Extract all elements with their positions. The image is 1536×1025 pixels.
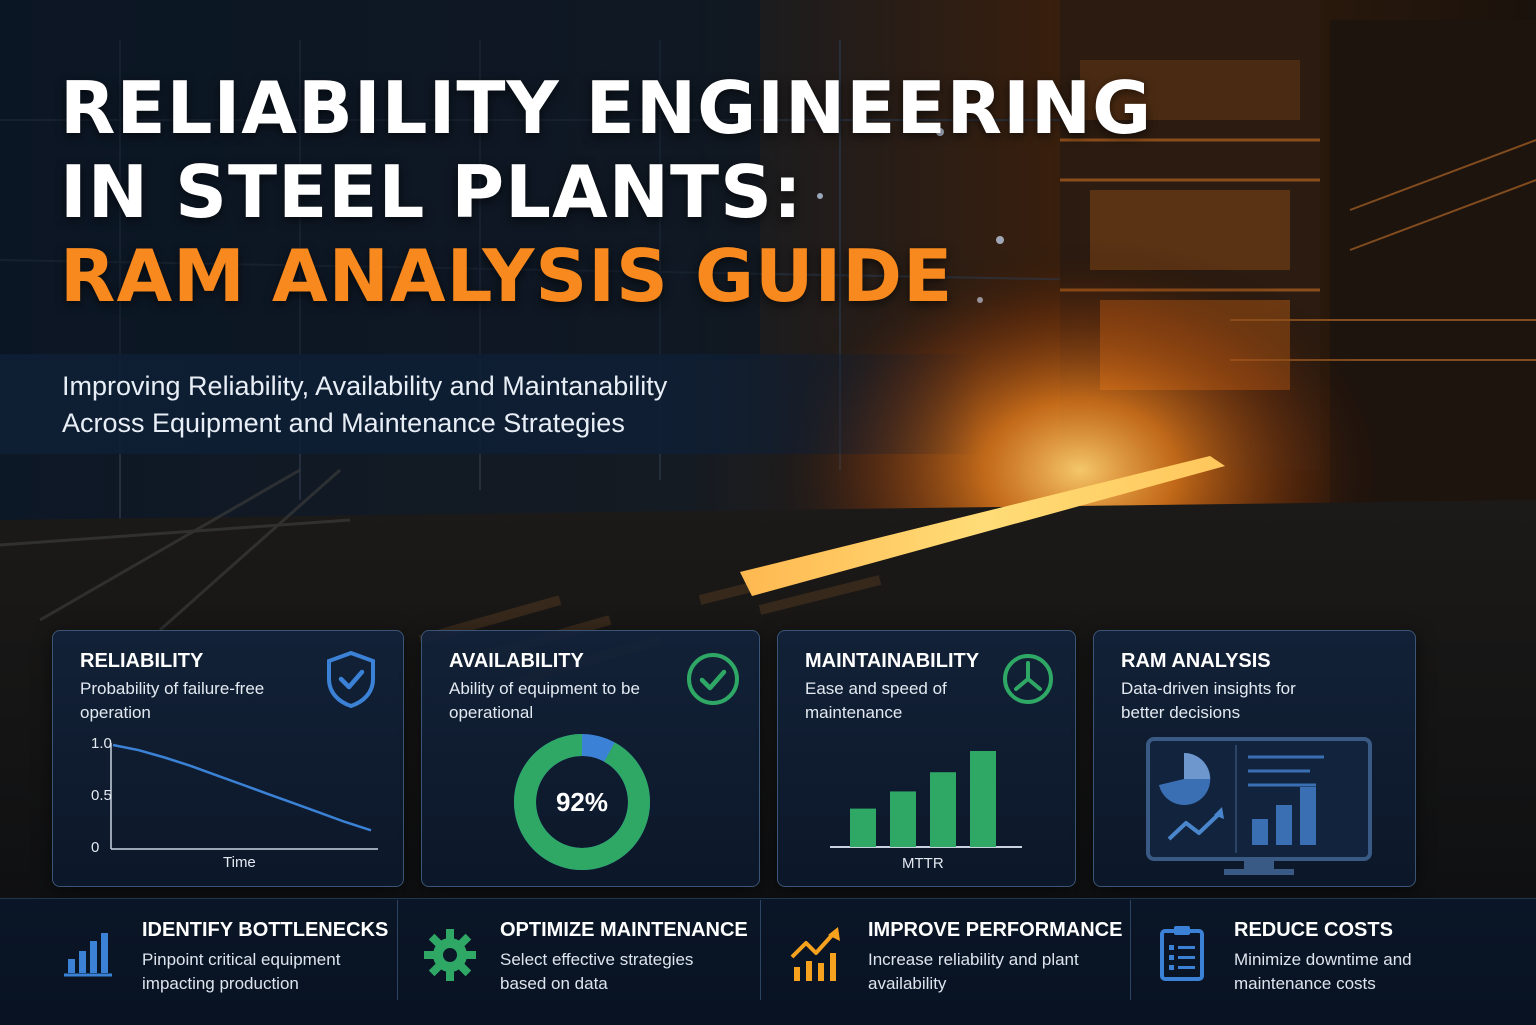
bar-chart-icon xyxy=(64,933,112,977)
card-desc: Ease and speed of maintenance xyxy=(805,679,947,722)
divider xyxy=(1130,900,1131,1000)
benefit-title: OPTIMIZE MAINTENANCE xyxy=(500,919,748,941)
subtitle-line-1: Improving Reliability, Availability and … xyxy=(62,371,668,401)
y-tick-label: 0.5 xyxy=(91,787,112,804)
benefit-title: REDUCE COSTS xyxy=(1234,919,1393,941)
reliability-card: RELIABILITY Probability of failure-free … xyxy=(52,630,404,887)
card-desc: Ability of equipment to be operational xyxy=(449,679,640,722)
page-title-line-2: IN STEEL PLANTS: xyxy=(60,150,803,234)
donut-value-label: 92% xyxy=(555,787,609,817)
mttr-chart xyxy=(830,751,1022,848)
card-desc: Data-driven insights for better decision… xyxy=(1121,679,1296,722)
benefit-optimize-maintenance: OPTIMIZE MAINTENANCE Select effective st… xyxy=(420,899,750,1025)
benefit-desc: Select effective strategies based on dat… xyxy=(500,950,694,993)
benefit-reduce-costs: REDUCE COSTS Minimize downtime and maint… xyxy=(1154,899,1484,1025)
benefit-desc: Pinpoint critical equipment impacting pr… xyxy=(142,950,341,993)
benefits-strip: IDENTIFY BOTTLENECKS Pinpoint critical e… xyxy=(0,898,1536,1025)
x-axis-label: Time xyxy=(223,854,256,871)
benefit-identify-bottlenecks: IDENTIFY BOTTLENECKS Pinpoint critical e… xyxy=(62,899,388,1025)
mttr-bar xyxy=(970,751,996,847)
page-title-line-1: RELIABILITY ENGINEERING xyxy=(60,66,1153,150)
gear-icon xyxy=(424,929,476,981)
divider xyxy=(397,900,398,1000)
mttr-bar xyxy=(890,791,916,847)
divider xyxy=(760,900,761,1000)
x-axis-label: MTTR xyxy=(902,855,944,872)
subtitle-band xyxy=(0,354,980,454)
check-circle-icon xyxy=(687,653,739,705)
y-tick-label: 1.0 xyxy=(91,735,112,752)
title-block: RELIABILITY ENGINEERING IN STEEL PLANTS:… xyxy=(60,66,1153,318)
ram-analysis-card: RAM ANALYSIS Data-driven insights for be… xyxy=(1093,630,1416,887)
maintainability-card: MAINTAINABILITY Ease and speed of mainte… xyxy=(777,630,1076,887)
subtitle-line-2: Across Equipment and Maintenance Strateg… xyxy=(62,408,625,438)
card-title: RELIABILITY xyxy=(80,650,204,672)
wrench-clock-icon xyxy=(1003,654,1053,704)
benefit-desc: Minimize downtime and maintenance costs xyxy=(1234,950,1412,993)
card-title: RAM ANALYSIS xyxy=(1121,650,1271,672)
card-desc: Probability of failure-free operation xyxy=(80,679,265,722)
benefit-desc: Increase reliability and plant availabil… xyxy=(868,950,1079,993)
page-title-highlight: RAM ANALYSIS GUIDE xyxy=(60,234,954,318)
card-title: AVAILABILITY xyxy=(449,650,584,672)
availability-card: AVAILABILITY Ability of equipment to be … xyxy=(421,630,760,887)
availability-donut xyxy=(514,734,650,870)
card-title: MAINTAINABILITY xyxy=(805,650,980,672)
subtitle: Improving Reliability, Availability and … xyxy=(62,368,962,442)
benefit-title: IDENTIFY BOTTLENECKS xyxy=(142,919,389,941)
y-tick-label: 0 xyxy=(91,839,100,856)
reliability-chart xyxy=(110,743,378,850)
reliability-curve xyxy=(112,743,372,832)
trend-up-icon xyxy=(790,927,840,981)
benefit-title: IMPROVE PERFORMANCE xyxy=(868,919,1123,941)
shield-check-icon xyxy=(327,650,375,709)
monitor-dashboard-icon xyxy=(1146,737,1372,875)
donut-available-slice xyxy=(514,734,650,870)
mttr-bar xyxy=(930,772,956,847)
clipboard-icon xyxy=(1160,926,1204,981)
benefit-improve-performance: IMPROVE PERFORMANCE Increase reliability… xyxy=(788,899,1122,1025)
mttr-bar xyxy=(850,808,876,847)
